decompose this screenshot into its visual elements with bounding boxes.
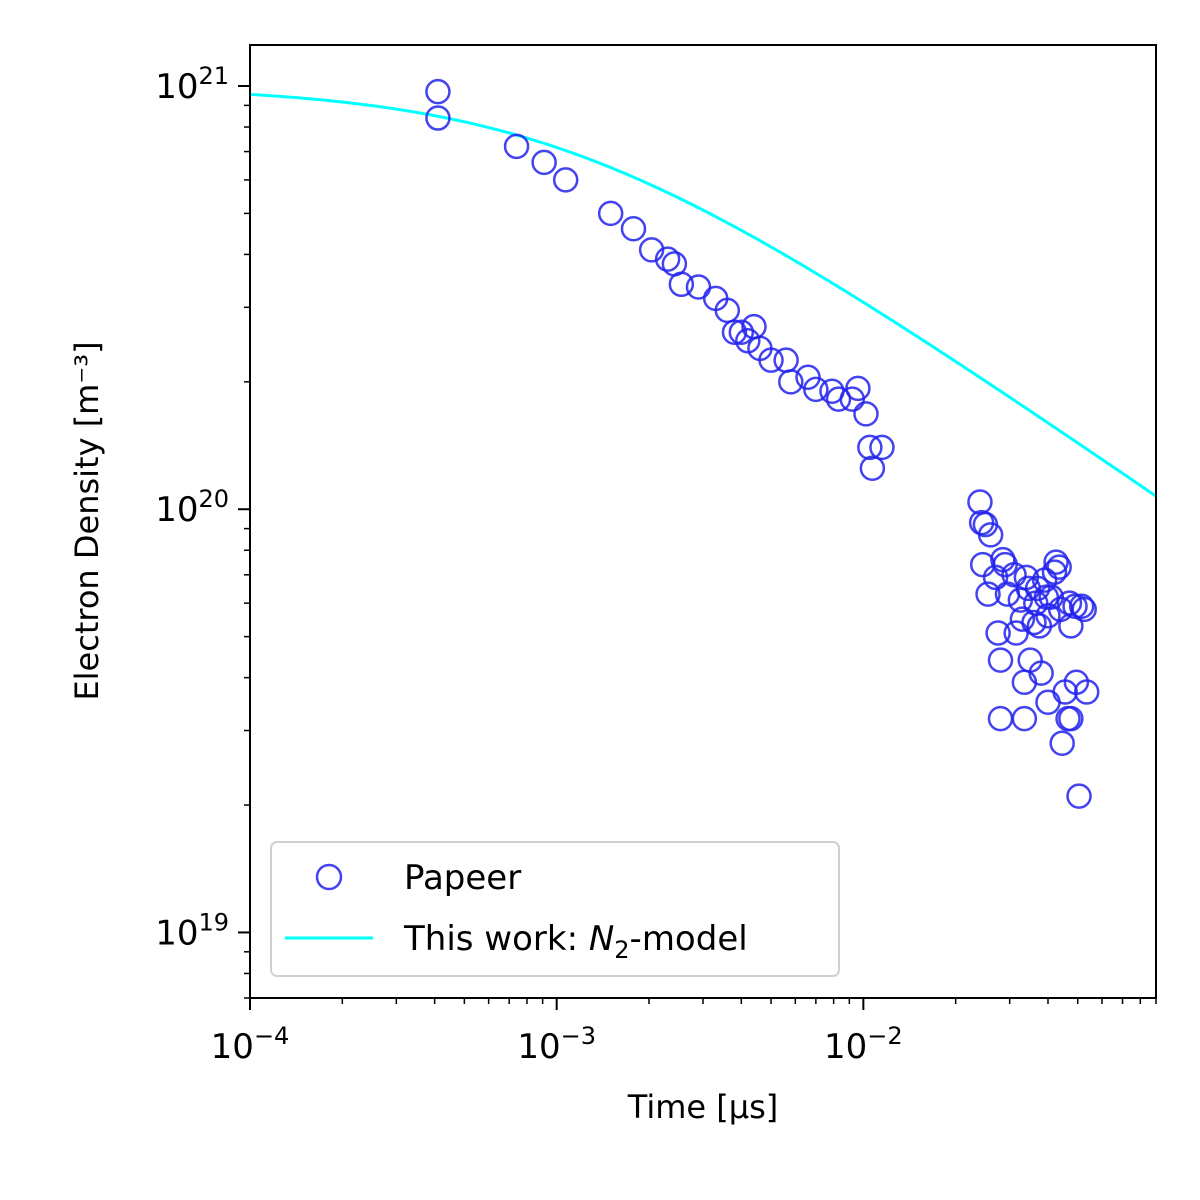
y-tick-label: 1019 bbox=[155, 908, 229, 953]
data-point bbox=[1073, 679, 1100, 705]
data-point bbox=[1058, 705, 1084, 732]
data-point bbox=[1028, 660, 1054, 686]
data-point bbox=[668, 271, 695, 298]
model-line bbox=[250, 92, 1156, 498]
data-point bbox=[975, 581, 1001, 607]
data-point bbox=[1049, 730, 1075, 756]
data-point bbox=[620, 215, 647, 242]
data-point bbox=[758, 347, 784, 373]
y-tick-base: 10 bbox=[155, 67, 198, 107]
data-point bbox=[1071, 596, 1097, 623]
data-point bbox=[853, 401, 879, 427]
data-point bbox=[1011, 705, 1038, 732]
data-point bbox=[654, 246, 681, 272]
data-point bbox=[1001, 562, 1027, 588]
x-tick-exp: −4 bbox=[254, 1022, 289, 1050]
data-point bbox=[503, 133, 530, 160]
y-tick-label: 1021 bbox=[155, 62, 229, 107]
data-point bbox=[778, 369, 804, 395]
data-point bbox=[859, 455, 886, 481]
x-tick-base: 10 bbox=[824, 1027, 867, 1067]
data-point bbox=[721, 319, 748, 345]
legend-line-suffix: -model bbox=[630, 919, 748, 959]
data-point bbox=[1009, 606, 1036, 632]
legend-line-italic: N bbox=[589, 919, 614, 959]
data-point bbox=[985, 620, 1011, 646]
data-point bbox=[869, 434, 895, 461]
data-point bbox=[425, 105, 451, 131]
y-tick-base: 10 bbox=[155, 490, 198, 530]
data-point bbox=[825, 386, 852, 412]
y-axis-label: Electron Density [m⁻³] bbox=[68, 341, 106, 700]
scatter-points bbox=[425, 78, 1100, 809]
x-tick-exp: −3 bbox=[561, 1022, 596, 1050]
x-tick-label: 10−2 bbox=[824, 1022, 903, 1067]
data-point bbox=[1035, 603, 1061, 629]
data-point bbox=[857, 434, 883, 461]
y-axis-label-text: Electron Density [m⁻³] bbox=[68, 341, 106, 700]
data-point bbox=[1021, 609, 1047, 636]
data-point bbox=[552, 167, 579, 193]
x-tick-label: 10−4 bbox=[211, 1022, 290, 1067]
data-point bbox=[1068, 593, 1095, 619]
data-point bbox=[1024, 575, 1051, 602]
data-point bbox=[1066, 783, 1092, 809]
y-tick-exp: 19 bbox=[198, 908, 229, 936]
data-point bbox=[987, 647, 1014, 673]
legend-scatter-marker bbox=[315, 863, 343, 891]
data-point bbox=[982, 564, 1009, 591]
legend: Papeer This work: N2-model bbox=[270, 841, 840, 977]
data-point bbox=[1046, 554, 1072, 580]
data-point bbox=[803, 376, 829, 403]
x-axis-label: Time [μs] bbox=[627, 1088, 778, 1126]
legend-line-sub: 2 bbox=[614, 936, 629, 964]
data-point bbox=[1041, 559, 1068, 585]
data-point bbox=[1043, 549, 1069, 575]
x-axis-label-text: Time [μs] bbox=[627, 1088, 778, 1126]
data-point bbox=[425, 78, 451, 105]
y-tick-exp: 20 bbox=[198, 485, 229, 513]
data-point bbox=[735, 328, 761, 354]
y-tick-label: 1020 bbox=[155, 485, 229, 530]
y-tick-exp: 21 bbox=[198, 62, 229, 90]
x-tick-base: 10 bbox=[211, 1027, 254, 1067]
x-tick-label: 10−3 bbox=[517, 1022, 596, 1067]
data-point bbox=[597, 200, 624, 227]
legend-scatter-label: Papeer bbox=[404, 858, 521, 898]
y-tick-base: 10 bbox=[155, 913, 198, 953]
data-point bbox=[1058, 613, 1084, 639]
x-tick-base: 10 bbox=[517, 1027, 560, 1067]
data-point bbox=[638, 237, 665, 263]
legend-line-label: This work: N2-model bbox=[403, 919, 748, 964]
model-curve-group bbox=[250, 92, 1156, 498]
data-point bbox=[845, 375, 871, 402]
legend-line-prefix: This work: bbox=[403, 919, 589, 959]
data-point bbox=[977, 522, 1004, 548]
legend-box bbox=[270, 841, 840, 977]
data-point bbox=[531, 149, 557, 176]
x-tick-exp: −2 bbox=[867, 1022, 902, 1050]
data-point bbox=[728, 319, 755, 345]
x-axis: 10−4 10−3 10−2 bbox=[211, 998, 1157, 1067]
